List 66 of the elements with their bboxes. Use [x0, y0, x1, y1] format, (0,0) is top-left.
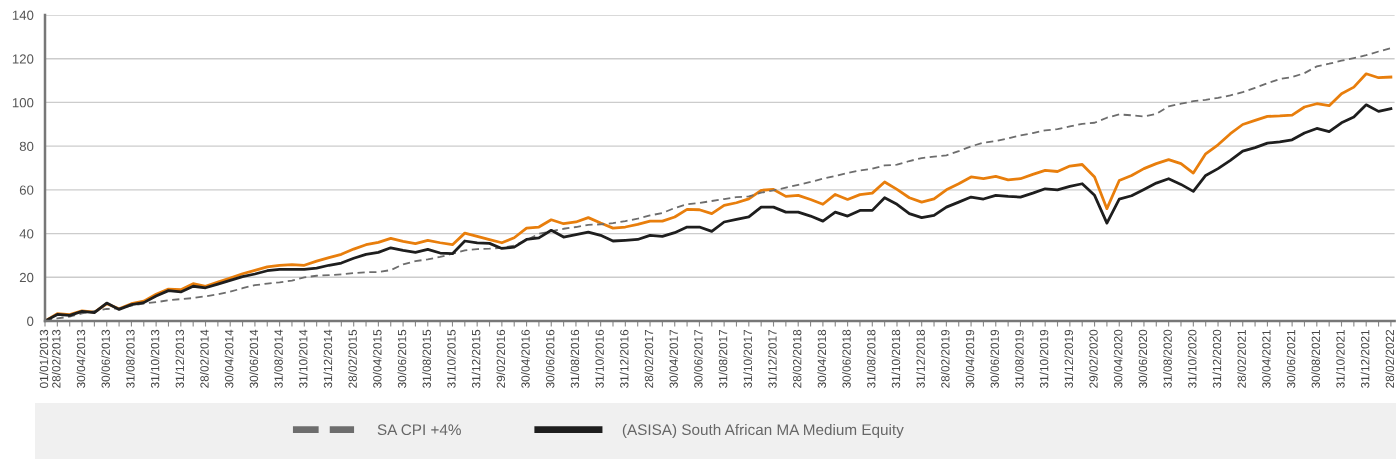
x-tick-label: 31/08/2020: [1163, 329, 1172, 388]
x-tick-label: 30/04/2017: [669, 329, 678, 388]
x-tick-label: 31/08/2015: [422, 329, 431, 388]
x-tick-label: 31/12/2019: [1064, 329, 1074, 388]
x-tick-label: 31/10/2017: [743, 329, 752, 388]
x-tick-label: 28/02/2021: [1237, 329, 1246, 388]
x-tick-label: 28/02/2017: [644, 329, 654, 388]
y-tick-label: 20: [19, 272, 34, 283]
x-tick-label: 30/04/2016: [521, 329, 530, 388]
x-tick-label: 31/10/2015: [446, 329, 456, 388]
y-tick-label: 80: [19, 141, 34, 152]
x-tick-label: 31/10/2019: [1039, 329, 1049, 388]
y-tick-label: 40: [19, 229, 34, 239]
x-tick-label: 31/08/2019: [1014, 329, 1024, 388]
y-tick-label: 0: [27, 316, 34, 326]
x-tick-label: 30/04/2018: [817, 329, 827, 388]
x-tick-label: 31/08/2014: [274, 329, 283, 388]
x-tick-label: 31/10/2016: [595, 329, 604, 388]
x-tick-label: 30/04/2014: [224, 329, 234, 388]
legend-label: SA CPI +4%: [377, 424, 461, 436]
y-tick-label: 140: [12, 10, 34, 20]
x-tick-label: 31/10/2021: [1336, 329, 1345, 388]
x-tick-label: 30/04/2013: [76, 329, 86, 388]
x-tick-label: 31/12/2015: [471, 329, 481, 388]
x-tick-label: 31/10/2014: [298, 329, 308, 388]
x-tick-label: 28/02/2018: [792, 329, 802, 388]
y-tick-label: 120: [12, 54, 34, 64]
x-tick-label: 28/02/2022: [1385, 329, 1395, 388]
x-tick-label: 31/08/2013: [125, 329, 135, 388]
y-tick-label: 100: [12, 98, 34, 108]
legend-label: (ASISA) South African MA Medium Equity: [622, 423, 904, 439]
x-tick-label: 28/02/2015: [348, 329, 357, 388]
x-tick-label: 30/04/2021: [1261, 329, 1271, 388]
x-tick-label: 30/04/2020: [1113, 329, 1123, 388]
x-tick-label: 31/12/2014: [323, 329, 333, 388]
x-tick-label: 30/06/2019: [990, 329, 999, 388]
y-tick-label: 60: [19, 185, 34, 195]
x-tick-label: 01/01/2013: [39, 329, 49, 388]
x-tick-label: 31/12/2020: [1212, 329, 1222, 388]
x-tick-label: 30/06/2017: [693, 329, 703, 388]
x-tick-label: 31/12/2013: [175, 329, 184, 388]
x-tick-label: 30/06/2015: [397, 329, 407, 388]
x-tick-label: 31/08/2016: [570, 329, 580, 388]
x-tick-label: 31/08/2017: [718, 329, 728, 388]
x-tick-label: 30/04/2019: [965, 329, 975, 388]
x-tick-label: 29/02/2020: [1089, 329, 1098, 388]
x-tick-label: 28/02/2013: [51, 329, 61, 388]
x-tick-label: 30/06/2013: [101, 329, 110, 388]
x-tick-label: 30/06/2020: [1138, 329, 1148, 388]
x-tick-label: 30/06/2021: [1286, 329, 1296, 388]
x-tick-label: 31/10/2020: [1187, 329, 1197, 388]
x-tick-label: 31/12/2016: [619, 329, 629, 388]
x-tick-label: 31/12/2018: [916, 329, 925, 388]
x-tick-label: 31/10/2013: [150, 329, 160, 388]
x-tick-label: 30/06/2018: [842, 329, 851, 388]
x-tick-label: 29/02/2016: [496, 329, 506, 388]
x-tick-label: 30/04/2015: [372, 329, 382, 388]
x-tick-label: 30/06/2014: [249, 329, 259, 388]
x-tick-label: 31/10/2018: [891, 329, 901, 388]
x-tick-label: 28/02/2019: [940, 329, 950, 388]
x-tick-label: 31/12/2021: [1360, 329, 1370, 388]
x-tick-label: 31/08/2018: [866, 329, 876, 388]
x-tick-label: 30/08/2021: [1311, 329, 1320, 388]
x-tick-label: 28/02/2014: [200, 329, 209, 388]
x-tick-label: 30/06/2016: [545, 329, 555, 388]
x-tick-label: 31/12/2017: [768, 329, 777, 388]
